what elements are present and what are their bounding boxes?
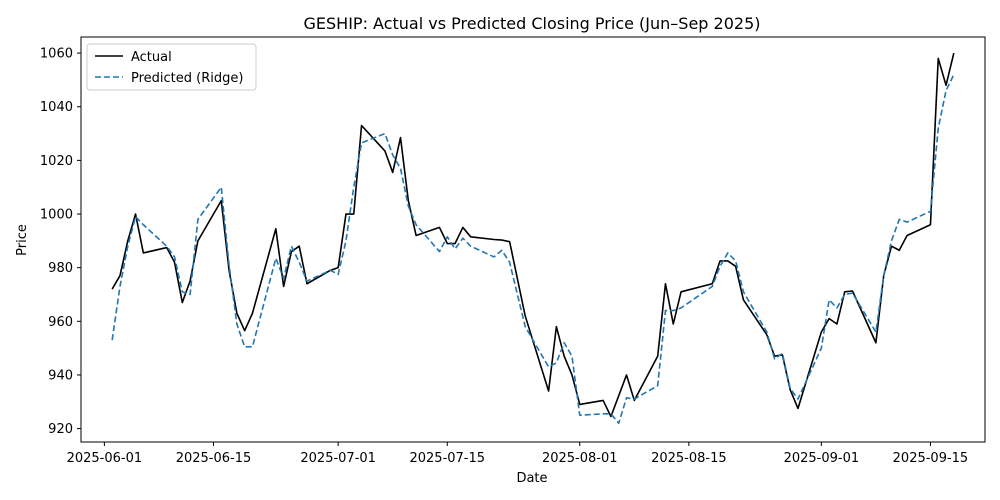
x-tick-label: 2025-09-01 [784,451,860,466]
x-tick-label: 2025-07-01 [300,451,376,466]
x-tick-label: 2025-06-15 [176,451,252,466]
y-axis-title: Price [15,224,30,256]
legend-label-actual: Actual [131,50,172,65]
y-tick-label: 1020 [40,154,73,169]
x-axis-title: Date [516,471,547,486]
y-tick-label: 1000 [40,208,73,223]
y-tick-label: 940 [48,368,73,383]
y-tick-label: 980 [48,261,73,276]
y-axis: 920 940 960 980 1000 1020 1040 1060 [40,47,81,437]
x-tick-label: 2025-08-01 [542,451,618,466]
y-tick-label: 1040 [40,100,73,115]
legend-label-predicted: Predicted (Ridge) [131,71,243,86]
x-tick-label: 2025-06-01 [67,451,143,466]
x-tick-label: 2025-07-15 [409,451,485,466]
chart-title: GESHIP: Actual vs Predicted Closing Pric… [304,14,761,33]
series-layer [111,52,955,425]
series-line-predicted [111,74,955,425]
y-tick-label: 1060 [40,47,73,62]
series-line-actual [111,52,955,418]
x-axis: 2025-06-01 2025-06-15 2025-07-01 2025-07-15… [67,442,969,466]
x-tick-label: 2025-09-15 [893,451,969,466]
legend: Actual Predicted (Ridge) [86,43,257,91]
x-tick-label: 2025-08-15 [651,451,727,466]
y-tick-label: 960 [48,315,73,330]
legend-box [86,43,257,91]
plot-frame [80,36,986,443]
y-tick-label: 920 [48,422,73,437]
